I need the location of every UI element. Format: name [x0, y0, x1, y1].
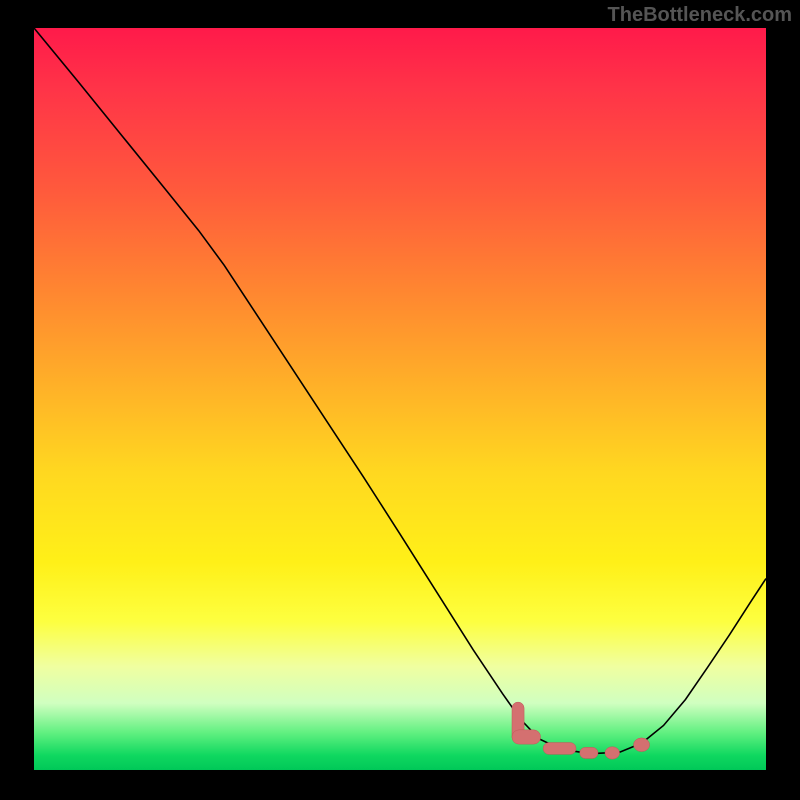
- bottleneck-curve: [34, 28, 766, 754]
- watermark: TheBottleneck.com: [608, 4, 792, 27]
- chart-plot-area: [34, 28, 766, 770]
- chart-svg: [34, 28, 766, 770]
- chart-markers: [512, 702, 650, 759]
